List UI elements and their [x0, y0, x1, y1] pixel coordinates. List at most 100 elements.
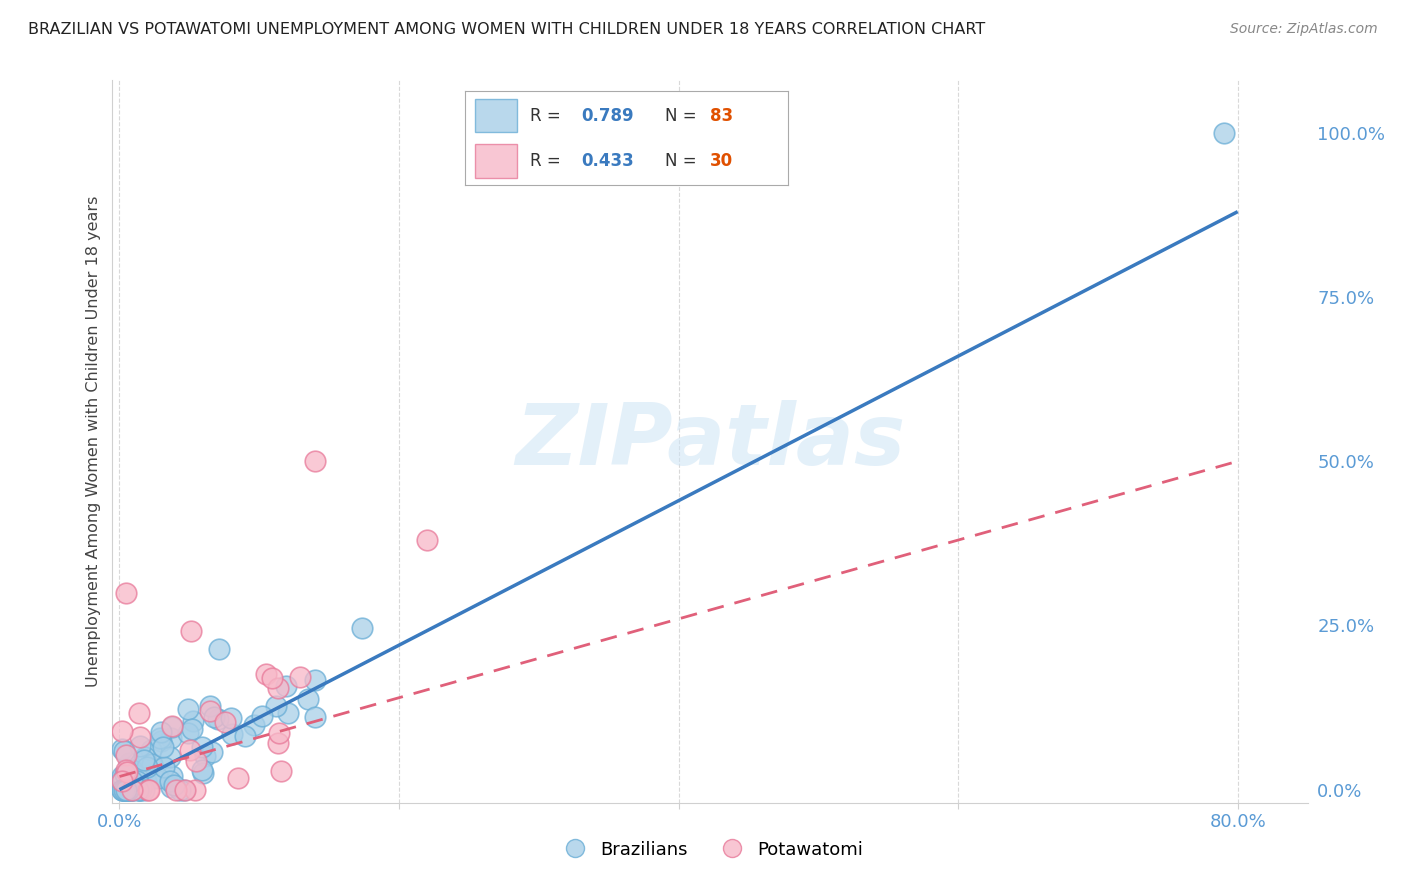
Point	[198, 704, 221, 718]
Point	[138, 782, 160, 797]
Point	[128, 782, 150, 797]
Point	[274, 679, 297, 693]
Point	[173, 782, 195, 797]
Point	[117, 782, 139, 797]
Point	[149, 731, 172, 746]
Point	[115, 782, 138, 797]
Point	[201, 745, 224, 759]
Point	[191, 763, 214, 777]
Point	[120, 782, 142, 797]
Point	[127, 773, 149, 788]
Point	[139, 742, 162, 756]
Point	[111, 782, 134, 797]
Point	[115, 782, 138, 797]
Point	[111, 774, 134, 789]
Point	[118, 756, 141, 770]
Point	[219, 711, 242, 725]
Point	[112, 782, 135, 797]
Point	[160, 731, 183, 745]
Point	[207, 712, 229, 726]
Point	[254, 667, 277, 681]
Point	[142, 771, 165, 785]
Point	[138, 782, 160, 797]
Point	[1212, 126, 1234, 140]
Point	[112, 743, 135, 757]
Point	[115, 748, 138, 763]
Point	[173, 782, 195, 797]
Point	[117, 782, 139, 797]
Point	[134, 753, 156, 767]
Point	[181, 722, 204, 736]
Point	[304, 673, 326, 687]
Point	[115, 585, 138, 599]
Point	[111, 772, 134, 787]
Point	[177, 726, 200, 740]
Point	[111, 782, 134, 797]
Point	[114, 767, 136, 781]
Point	[118, 772, 141, 787]
Point	[112, 782, 135, 797]
Point	[141, 756, 163, 771]
Point	[121, 763, 143, 777]
Point	[270, 764, 292, 778]
Y-axis label: Unemployment Among Women with Children Under 18 years: Unemployment Among Women with Children U…	[86, 196, 101, 687]
Point	[149, 724, 172, 739]
Text: Source: ZipAtlas.com: Source: ZipAtlas.com	[1230, 22, 1378, 37]
Point	[159, 773, 181, 788]
Point	[111, 723, 134, 738]
Point	[191, 765, 214, 780]
Point	[134, 750, 156, 764]
Point	[266, 698, 288, 713]
Point	[177, 702, 200, 716]
Point	[267, 681, 290, 696]
Point	[163, 779, 186, 793]
Legend: Brazilians, Potawatomi: Brazilians, Potawatomi	[550, 834, 870, 866]
Point	[304, 710, 326, 724]
Point	[128, 706, 150, 720]
Point	[169, 782, 191, 797]
Point	[269, 726, 291, 740]
Point	[304, 454, 326, 468]
Point	[162, 769, 184, 783]
Point	[114, 764, 136, 778]
Point	[181, 714, 204, 728]
Point	[128, 739, 150, 753]
Point	[194, 749, 217, 764]
Point	[135, 773, 157, 788]
Point	[191, 739, 214, 754]
Point	[226, 771, 249, 785]
Point	[121, 782, 143, 797]
Point	[120, 779, 142, 793]
Text: ZIPatlas: ZIPatlas	[515, 400, 905, 483]
Point	[134, 782, 156, 797]
Point	[146, 771, 169, 785]
Point	[129, 782, 152, 797]
Point	[180, 624, 202, 638]
Point	[160, 720, 183, 734]
Point	[128, 772, 150, 787]
Point	[111, 782, 134, 797]
Point	[202, 709, 225, 723]
Point	[120, 782, 142, 797]
Point	[277, 706, 299, 721]
Point	[350, 621, 373, 635]
Point	[152, 760, 174, 774]
Point	[290, 670, 312, 684]
Point	[131, 782, 153, 797]
Point	[416, 533, 439, 547]
Text: BRAZILIAN VS POTAWATOMI UNEMPLOYMENT AMONG WOMEN WITH CHILDREN UNDER 18 YEARS CO: BRAZILIAN VS POTAWATOMI UNEMPLOYMENT AMO…	[28, 22, 986, 37]
Point	[267, 736, 290, 750]
Point	[235, 729, 257, 743]
Point	[179, 743, 201, 757]
Point	[150, 733, 173, 747]
Point	[260, 671, 283, 685]
Point	[198, 699, 221, 714]
Point	[111, 742, 134, 756]
Point	[128, 782, 150, 797]
Point	[159, 750, 181, 764]
Point	[221, 726, 243, 740]
Point	[242, 717, 264, 731]
Point	[184, 755, 207, 769]
Point	[118, 770, 141, 784]
Point	[160, 719, 183, 733]
